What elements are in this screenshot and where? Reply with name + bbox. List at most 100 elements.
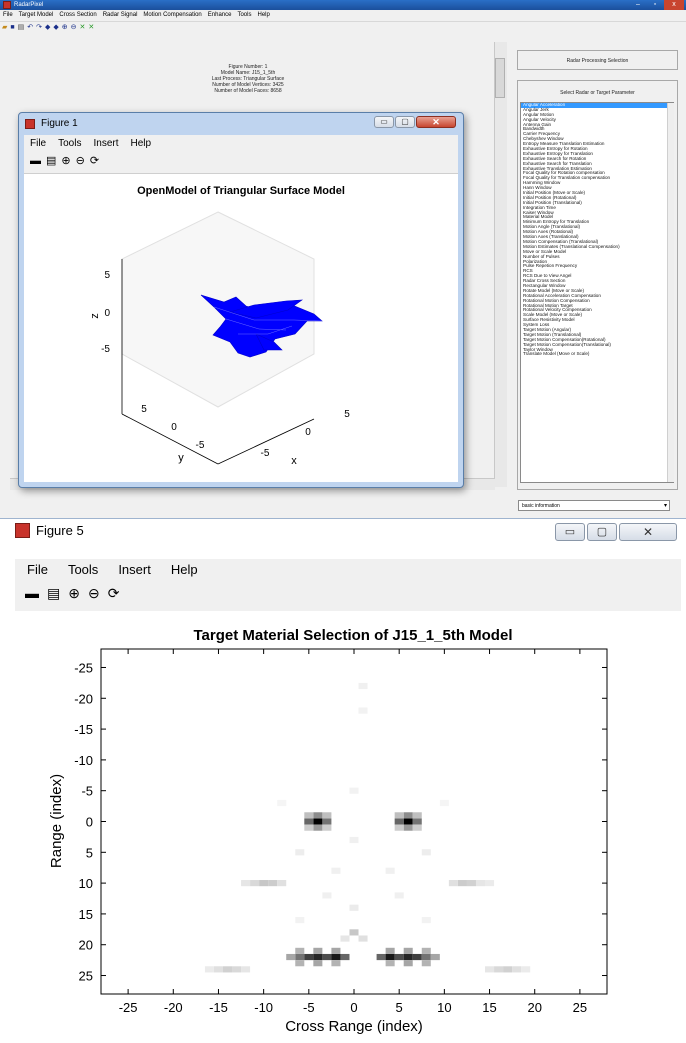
- figure1-minimize-button[interactable]: ▭: [374, 116, 394, 128]
- parameter-list-item[interactable]: RCS Due to View Angel: [523, 273, 572, 279]
- parameter-list-item[interactable]: Target Motion Compensation(Translational…: [523, 341, 611, 347]
- figure5-rotate-icon[interactable]: ⟳: [107, 585, 120, 601]
- zoom-in-icon[interactable]: ⊕: [61, 23, 68, 31]
- parameter-list-item[interactable]: Rotational Motion Target: [523, 302, 573, 308]
- parameter-list-item[interactable]: Exhaustive Search for Translation: [523, 160, 592, 166]
- parameter-list-item[interactable]: System Loss: [523, 322, 550, 328]
- parameter-listbox[interactable]: Angular Acceleration Angular Jerk Angular …: [520, 102, 674, 483]
- parameter-list-item[interactable]: Exhaustive Entropy for Translation: [523, 150, 593, 156]
- arrow-right-icon[interactable]: ◆: [53, 23, 59, 31]
- figure1-close-button[interactable]: ✕: [416, 116, 456, 128]
- parameter-list-item[interactable]: Motion Angle (Translational): [523, 224, 581, 230]
- parameter-list-item[interactable]: Translate Model (Move or Scale): [523, 351, 590, 357]
- shrink-icon[interactable]: ✕: [88, 23, 95, 31]
- parameter-list-item[interactable]: Hann Window: [523, 185, 552, 191]
- parameter-list-item[interactable]: Entropy Measure Translation Estimation: [523, 141, 605, 147]
- redo-icon[interactable]: ↷: [36, 23, 42, 31]
- parameter-list-item[interactable]: Hamming Window: [523, 180, 561, 186]
- parameter-list-item[interactable]: Exhaustive Translation Estimation: [523, 165, 592, 171]
- close-button[interactable]: x: [664, 0, 684, 10]
- figure5-menu-help[interactable]: Help: [170, 562, 198, 577]
- restore-button[interactable]: ▫: [653, 1, 657, 8]
- figure5-minimize-button[interactable]: ▭: [555, 523, 585, 541]
- figure5-menu-file[interactable]: File: [27, 562, 48, 577]
- parameter-list-item[interactable]: Motion Estimates (Translational Compensa…: [523, 243, 620, 249]
- parameter-list-item[interactable]: Minimum Entropy for Translation: [523, 219, 590, 225]
- menu-radar-signal[interactable]: Radar Signal: [102, 12, 138, 18]
- figure1-menu-tools[interactable]: Tools: [58, 138, 82, 149]
- figure1-print-icon[interactable]: ▤: [46, 155, 57, 167]
- parameter-list-item[interactable]: Surface Resistivity Model: [523, 317, 575, 323]
- vertical-scrollbar[interactable]: [494, 42, 507, 487]
- parameter-list-item[interactable]: Scale Model (Move or Scale): [523, 312, 582, 318]
- parameter-list-item[interactable]: Target Motion Compensation(Rotational): [523, 336, 606, 342]
- info-dropdown[interactable]: basic information ▾: [518, 500, 670, 511]
- parameter-list-item[interactable]: Bandwidth: [523, 126, 545, 132]
- arrow-left-icon[interactable]: ◆: [45, 23, 51, 31]
- chevron-down-icon[interactable]: ▾: [663, 503, 667, 509]
- parameter-list-item[interactable]: Angular Acceleration: [521, 103, 673, 108]
- figure5-zoom-out-icon[interactable]: ⊖: [87, 585, 100, 601]
- figure5-menu-tools[interactable]: Tools: [67, 562, 99, 577]
- figure5-save-icon[interactable]: ▬: [25, 585, 39, 601]
- parameter-list-item[interactable]: Antenna Gain: [523, 121, 552, 127]
- figure1-menu-help[interactable]: Help: [130, 138, 152, 149]
- parameter-list-item[interactable]: Focal Quality for Translation compensati…: [523, 175, 611, 181]
- menu-help[interactable]: Help: [257, 12, 270, 18]
- menu-cross-section[interactable]: Cross Section: [59, 12, 97, 18]
- figure1-zoom-in-icon[interactable]: ⊕: [61, 155, 71, 167]
- figure5-zoom-in-icon[interactable]: ⊕: [68, 585, 80, 601]
- parameter-list-item[interactable]: Initial Position (Rotational): [523, 194, 577, 200]
- menu-motion-compensation[interactable]: Motion Compensation: [143, 12, 202, 18]
- parameter-list-item[interactable]: Angular Motion: [523, 111, 554, 117]
- figure5-print-icon[interactable]: ▤: [47, 585, 61, 601]
- parameter-list-item[interactable]: Motion Axes (Rotational): [523, 229, 574, 235]
- parameter-list-item[interactable]: Polarization: [523, 258, 548, 264]
- figure5-close-button[interactable]: ✕: [619, 523, 677, 541]
- parameter-list-item[interactable]: Rotational Acceleration Compensation: [523, 292, 601, 298]
- open-icon[interactable]: ▰: [2, 23, 8, 31]
- print-icon[interactable]: ▤: [17, 23, 25, 31]
- figure1-zoom-out-icon[interactable]: ⊖: [75, 155, 85, 167]
- parameter-list-item[interactable]: Move or Scale Model: [523, 248, 567, 254]
- vertical-scroll-thumb[interactable]: [495, 58, 505, 98]
- parameter-list-item[interactable]: Initial Position (Translational): [523, 199, 582, 205]
- menu-tools[interactable]: Tools: [237, 12, 252, 18]
- minimize-button[interactable]: –: [636, 1, 640, 8]
- parameter-list-item[interactable]: Integration Time: [523, 204, 556, 210]
- figure1-maximize-button[interactable]: ▢: [395, 116, 415, 128]
- parameter-list-item[interactable]: Angular Velocity: [523, 116, 556, 122]
- parameter-list-item[interactable]: Exhaustive Entropy for Rotation: [523, 146, 588, 152]
- menu-target-model[interactable]: Target Model: [18, 12, 54, 18]
- figure1-menu-file[interactable]: File: [30, 138, 47, 149]
- parameter-list-item[interactable]: Kaiser Window: [523, 209, 554, 215]
- expand-icon[interactable]: ✕: [79, 23, 86, 31]
- figure1-save-icon[interactable]: ▬: [30, 155, 41, 167]
- parameter-list-item[interactable]: Motion Axes (Translational): [523, 234, 579, 240]
- parameter-list-item[interactable]: Initial Position (Move or Scale): [523, 190, 586, 196]
- parameter-list-item[interactable]: Target Motion (Angular): [523, 326, 572, 332]
- parameter-list-item[interactable]: Carrier Frequency: [523, 131, 561, 137]
- parameter-list-item[interactable]: Material Model: [523, 214, 554, 220]
- parameter-list-item[interactable]: Taylor Window: [523, 346, 553, 352]
- figure1-rotate-icon[interactable]: ⟳: [89, 155, 100, 167]
- save-icon[interactable]: ■: [10, 23, 15, 31]
- parameter-list-item[interactable]: Number of Pulses: [523, 253, 560, 259]
- figure5-maximize-button[interactable]: ▢: [587, 523, 617, 541]
- undo-icon[interactable]: ↶: [27, 23, 34, 31]
- parameter-list-item[interactable]: Rectangular Window: [523, 282, 566, 288]
- parameter-list-item[interactable]: Exhaustive Search for Rotation: [523, 155, 587, 161]
- menu-enhance[interactable]: Enhance: [207, 12, 232, 18]
- parameter-list-item[interactable]: Rotational Velocity Compensation: [523, 307, 592, 313]
- menu-file[interactable]: File: [3, 12, 13, 18]
- parameter-list-item[interactable]: Rotate Model (Move or Scale): [523, 287, 585, 293]
- zoom-out-icon[interactable]: ⊖: [70, 23, 77, 31]
- figure5-menu-insert[interactable]: Insert: [118, 562, 151, 577]
- parameter-list-item[interactable]: Focal Quality for Rotation compensation: [523, 170, 605, 176]
- parameter-list-item[interactable]: Motion Compensation (Translational): [523, 238, 599, 244]
- listbox-scrollbar[interactable]: [667, 103, 674, 482]
- parameter-list-item[interactable]: Rotational Motion Compensation: [523, 297, 590, 303]
- figure1-menu-insert[interactable]: Insert: [93, 138, 119, 149]
- parameter-list-item[interactable]: Target Motion (Translational): [523, 331, 582, 337]
- parameter-list-item[interactable]: Pulse Repetion Frequency: [523, 263, 578, 269]
